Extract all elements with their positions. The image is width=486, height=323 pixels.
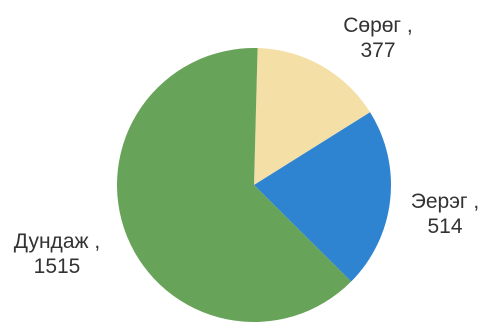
pie-labels: Сөрөг , 377 Эерэг , 514 Дундаж , 1515	[14, 14, 479, 278]
pie-label-name: Эерэг ,	[411, 190, 480, 213]
pie-slice-3	[116, 48, 352, 323]
pie-label-name: Сөрөг ,	[343, 14, 413, 37]
pie-label-value: 514	[427, 215, 462, 238]
pie-slice-2	[254, 112, 391, 282]
pie-slice-1	[254, 48, 371, 185]
pie-label-2: Эерэг , 514	[411, 190, 480, 238]
pie-label-name: Дундаж ,	[14, 230, 100, 253]
pie-label-3: Дундаж , 1515	[14, 230, 100, 278]
pie-label-value: 1515	[34, 255, 81, 278]
pie-slices	[116, 48, 391, 323]
pie-label-value: 377	[360, 39, 395, 62]
pie-label-1: Сөрөг , 377	[343, 14, 413, 62]
